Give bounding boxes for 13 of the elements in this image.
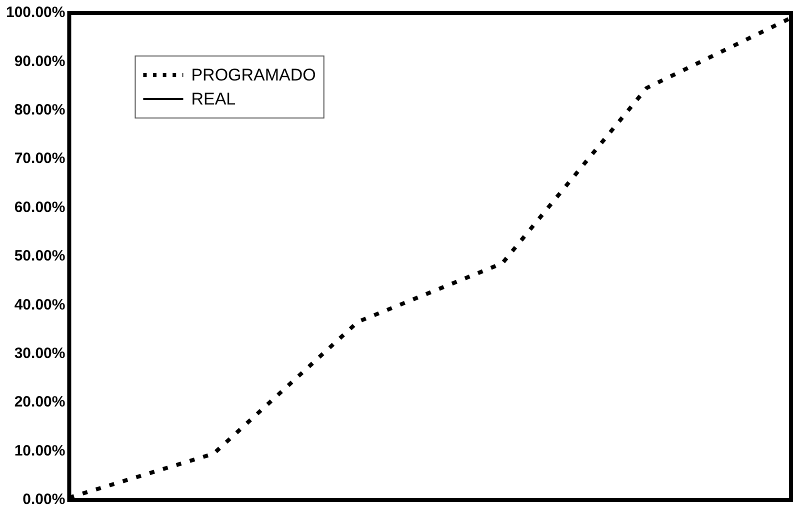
y-tick-label: 20.00% bbox=[14, 394, 66, 411]
y-tick-label: 60.00% bbox=[14, 198, 66, 216]
legend-label: REAL bbox=[191, 90, 236, 109]
y-tick-label: 90.00% bbox=[14, 52, 66, 70]
y-tick-label: 80.00% bbox=[14, 102, 66, 119]
y-tick-label: 10.00% bbox=[14, 442, 66, 460]
y-tick-label: 40.00% bbox=[14, 296, 66, 314]
y-tick-label: 30.00% bbox=[14, 345, 66, 362]
y-tick-label: 50.00% bbox=[14, 248, 66, 265]
y-tick-label: 0.00% bbox=[22, 491, 66, 508]
y-tick-label: 100.00% bbox=[6, 4, 66, 22]
y-tick-label: 70.00% bbox=[14, 150, 66, 168]
legend-label: PROGRAMADO bbox=[191, 66, 316, 85]
